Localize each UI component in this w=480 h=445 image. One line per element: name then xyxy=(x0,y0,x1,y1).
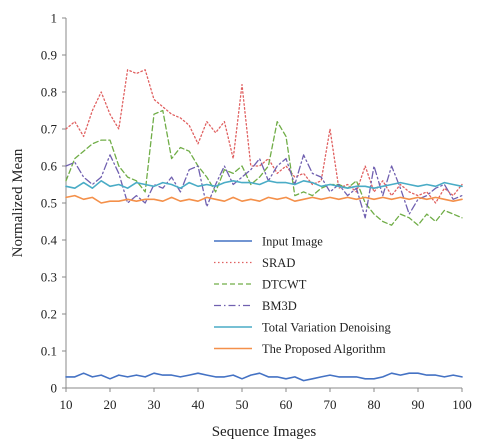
x-tick-label: 70 xyxy=(324,397,337,412)
y-tick-label: 0.2 xyxy=(41,307,57,322)
series-line-total-variation-denoising xyxy=(65,180,463,189)
series-line-the-proposed-algorithm xyxy=(65,194,463,204)
x-tick-label: 80 xyxy=(368,397,381,412)
series-line-bm3d xyxy=(65,154,463,219)
legend-label: Total Variation Denoising xyxy=(262,321,391,335)
y-tick-label: 0 xyxy=(51,381,58,396)
y-tick-label: 0.8 xyxy=(41,85,57,100)
y-tick-label: 0.7 xyxy=(41,122,58,137)
series-line-srad xyxy=(65,69,463,204)
x-tick-label: 30 xyxy=(148,397,161,412)
y-tick-label: 0.3 xyxy=(41,270,57,285)
legend-label: The Proposed Algorithm xyxy=(262,342,386,356)
x-tick-label: 60 xyxy=(280,397,293,412)
series-line-input-image xyxy=(65,372,463,382)
x-tick-label: 10 xyxy=(60,397,73,412)
y-tick-label: 0.4 xyxy=(41,233,58,248)
legend-label: SRAD xyxy=(262,256,295,270)
y-tick-label: 0.1 xyxy=(41,344,57,359)
y-axis-title: Normalized Mean xyxy=(10,148,26,257)
x-tick-label: 20 xyxy=(104,397,117,412)
legend-label: Input Image xyxy=(262,235,323,249)
series-lines xyxy=(65,69,463,382)
legend-label: DTCWT xyxy=(262,278,307,292)
y-tick-label: 0.5 xyxy=(41,196,57,211)
x-tick-label: 40 xyxy=(192,397,205,412)
x-tick-label: 100 xyxy=(452,397,472,412)
y-tick-label: 0.9 xyxy=(41,48,57,63)
legend: Input Image SRAD DTCWT BM3D Total Variation … xyxy=(214,235,391,356)
axes: 0 0.1 0.2 0.3 0.4 0.5 0.6 0.7 0.8 0.9 1 10 20 30 40 50 6… xyxy=(41,11,472,413)
x-tick-label: 50 xyxy=(236,397,249,412)
y-tick-label: 0.6 xyxy=(41,159,58,174)
y-tick-label: 1 xyxy=(51,11,58,26)
series-line-dtcwt xyxy=(65,109,463,226)
legend-label: BM3D xyxy=(262,299,297,313)
x-axis-title: Sequence Images xyxy=(212,424,317,440)
x-tick-label: 90 xyxy=(412,397,425,412)
